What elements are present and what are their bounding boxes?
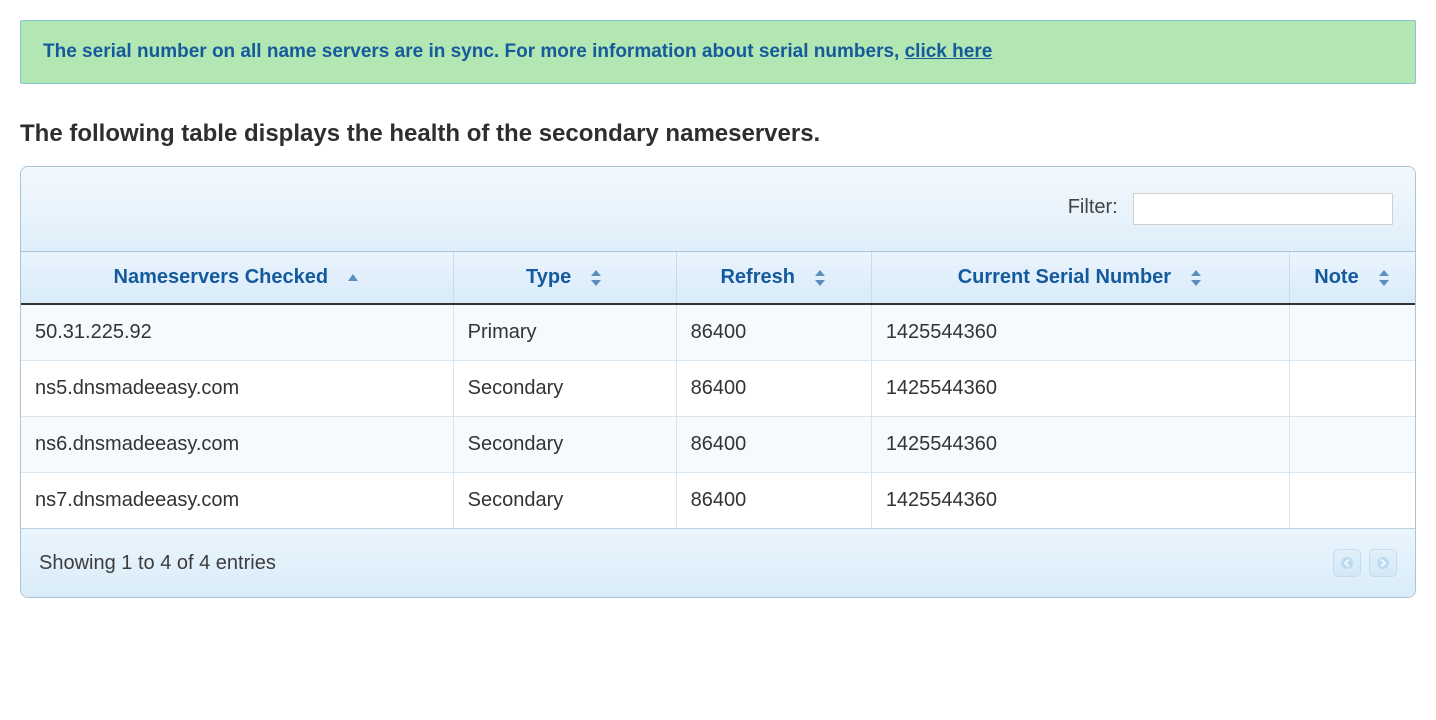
column-header-nameservers[interactable]: Nameservers Checked	[21, 252, 453, 304]
cell-serial: 1425544360	[871, 304, 1289, 361]
cell-serial: 1425544360	[871, 361, 1289, 417]
section-heading: The following table displays the health …	[20, 120, 1416, 148]
nameservers-table: Nameservers Checked Type Refresh	[21, 252, 1415, 528]
sort-asc-icon	[346, 270, 360, 286]
cell-ns: ns7.dnsmadeeasy.com	[21, 473, 453, 529]
column-label: Type	[526, 266, 571, 289]
filter-label: Filter:	[1068, 196, 1118, 218]
sort-both-icon	[589, 270, 603, 286]
column-header-type[interactable]: Type	[453, 252, 676, 304]
cell-type: Primary	[453, 304, 676, 361]
column-label: Nameservers Checked	[114, 266, 329, 289]
column-header-note[interactable]: Note	[1290, 252, 1416, 304]
alert-text: The serial number on all name servers ar…	[43, 41, 905, 62]
table-row: ns5.dnsmadeeasy.comSecondary864001425544…	[21, 361, 1415, 417]
table-header-row: Nameservers Checked Type Refresh	[21, 252, 1415, 304]
nameservers-panel: Filter: Nameservers Checked Type	[20, 166, 1416, 598]
cell-refresh: 86400	[676, 417, 871, 473]
column-header-serial[interactable]: Current Serial Number	[871, 252, 1289, 304]
cell-note	[1290, 361, 1416, 417]
table-row: ns6.dnsmadeeasy.comSecondary864001425544…	[21, 417, 1415, 473]
column-label: Refresh	[720, 266, 794, 289]
cell-type: Secondary	[453, 417, 676, 473]
column-label: Note	[1314, 266, 1358, 289]
column-label: Current Serial Number	[958, 266, 1171, 289]
pager-next-button[interactable]	[1369, 549, 1397, 577]
pager	[1333, 549, 1397, 577]
cell-type: Secondary	[453, 361, 676, 417]
cell-note	[1290, 417, 1416, 473]
filter-input[interactable]	[1133, 193, 1393, 225]
table-row: ns7.dnsmadeeasy.comSecondary864001425544…	[21, 473, 1415, 529]
table-row: 50.31.225.92Primary864001425544360	[21, 304, 1415, 361]
cell-ns: ns5.dnsmadeeasy.com	[21, 361, 453, 417]
cell-refresh: 86400	[676, 473, 871, 529]
pager-prev-button[interactable]	[1333, 549, 1361, 577]
cell-ns: 50.31.225.92	[21, 304, 453, 361]
cell-type: Secondary	[453, 473, 676, 529]
sort-both-icon	[1189, 270, 1203, 286]
alert-sync-status: The serial number on all name servers ar…	[20, 20, 1416, 84]
table-footer: Showing 1 to 4 of 4 entries	[21, 528, 1415, 597]
arrow-left-icon	[1340, 556, 1354, 570]
cell-refresh: 86400	[676, 361, 871, 417]
column-header-refresh[interactable]: Refresh	[676, 252, 871, 304]
filter-bar: Filter:	[21, 167, 1415, 252]
arrow-right-icon	[1376, 556, 1390, 570]
cell-refresh: 86400	[676, 304, 871, 361]
cell-note	[1290, 304, 1416, 361]
sort-both-icon	[1377, 270, 1391, 286]
cell-serial: 1425544360	[871, 417, 1289, 473]
sort-both-icon	[813, 270, 827, 286]
cell-note	[1290, 473, 1416, 529]
cell-ns: ns6.dnsmadeeasy.com	[21, 417, 453, 473]
alert-more-info-link[interactable]: click here	[905, 41, 993, 62]
entries-info: Showing 1 to 4 of 4 entries	[39, 552, 276, 575]
cell-serial: 1425544360	[871, 473, 1289, 529]
